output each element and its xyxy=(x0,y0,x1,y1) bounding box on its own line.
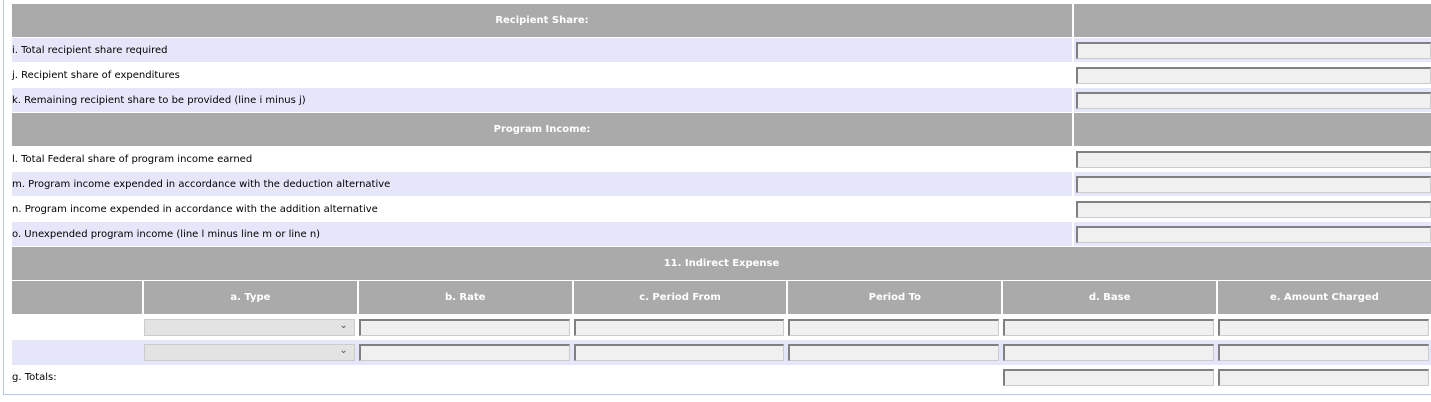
indirect-expense-columns: a. Type b. Rate c. Period From Period To… xyxy=(12,281,1431,314)
row-l: l. Total Federal share of program income… xyxy=(12,147,1431,171)
row-j: j. Recipient share of expenditures xyxy=(12,63,1431,87)
column-header-blank xyxy=(12,281,142,314)
amount-charged-input[interactable] xyxy=(1217,344,1429,361)
amount-charged-input[interactable] xyxy=(1217,319,1429,336)
column-header-type: a. Type xyxy=(142,281,357,314)
federal-program-income-input[interactable] xyxy=(1076,150,1431,168)
form-frame xyxy=(3,0,1431,395)
unexpended-program-income-input[interactable] xyxy=(1076,225,1431,243)
period-from-input[interactable] xyxy=(573,344,785,361)
column-header-amount-charged: e. Amount Charged xyxy=(1215,281,1431,314)
indirect-expense-row: ⌄ xyxy=(12,315,1431,340)
totals-label: g. Totals: xyxy=(12,372,57,383)
deduction-alternative-input[interactable] xyxy=(1076,175,1431,193)
base-input[interactable] xyxy=(1003,319,1214,336)
column-header-rate: b. Rate xyxy=(356,281,572,314)
base-input[interactable] xyxy=(1003,344,1214,361)
federal-financial-report-form: Recipient Share: i. Total recipient shar… xyxy=(12,4,1431,390)
column-header-period-from: c. Period From xyxy=(571,281,787,314)
period-from-input[interactable] xyxy=(573,319,785,336)
totals-row: g. Totals: xyxy=(12,365,1431,390)
total-recipient-share-input[interactable] xyxy=(1076,41,1431,59)
row-m: m. Program income expended in accordance… xyxy=(12,172,1431,196)
indirect-expense-header: 11. Indirect Expense xyxy=(12,247,1431,280)
row-n: n. Program income expended in accordance… xyxy=(12,197,1431,221)
rate-input[interactable] xyxy=(358,344,570,361)
column-header-base: d. Base xyxy=(1001,281,1216,314)
type-select[interactable]: ⌄ xyxy=(144,319,355,336)
type-select[interactable]: ⌄ xyxy=(144,344,355,361)
total-base-input[interactable] xyxy=(1003,369,1214,386)
recipient-share-expenditures-input[interactable] xyxy=(1076,66,1431,84)
indirect-expense-row: ⌄ xyxy=(12,340,1431,365)
recipient-share-header: Recipient Share: xyxy=(12,4,1431,37)
row-i: i. Total recipient share required xyxy=(12,38,1431,62)
period-to-input[interactable] xyxy=(788,319,1000,336)
chevron-down-icon: ⌄ xyxy=(339,345,348,356)
total-amount-charged-input[interactable] xyxy=(1217,369,1429,386)
addition-alternative-input[interactable] xyxy=(1076,200,1431,218)
rate-input[interactable] xyxy=(358,319,570,336)
remaining-recipient-share-input[interactable] xyxy=(1076,91,1431,109)
column-header-period-to: Period To xyxy=(786,281,1002,314)
row-k: k. Remaining recipient share to be provi… xyxy=(12,88,1431,112)
period-to-input[interactable] xyxy=(788,344,1000,361)
chevron-down-icon: ⌄ xyxy=(339,320,348,331)
row-o: o. Unexpended program income (line l min… xyxy=(12,222,1431,246)
program-income-header: Program Income: xyxy=(12,113,1431,146)
